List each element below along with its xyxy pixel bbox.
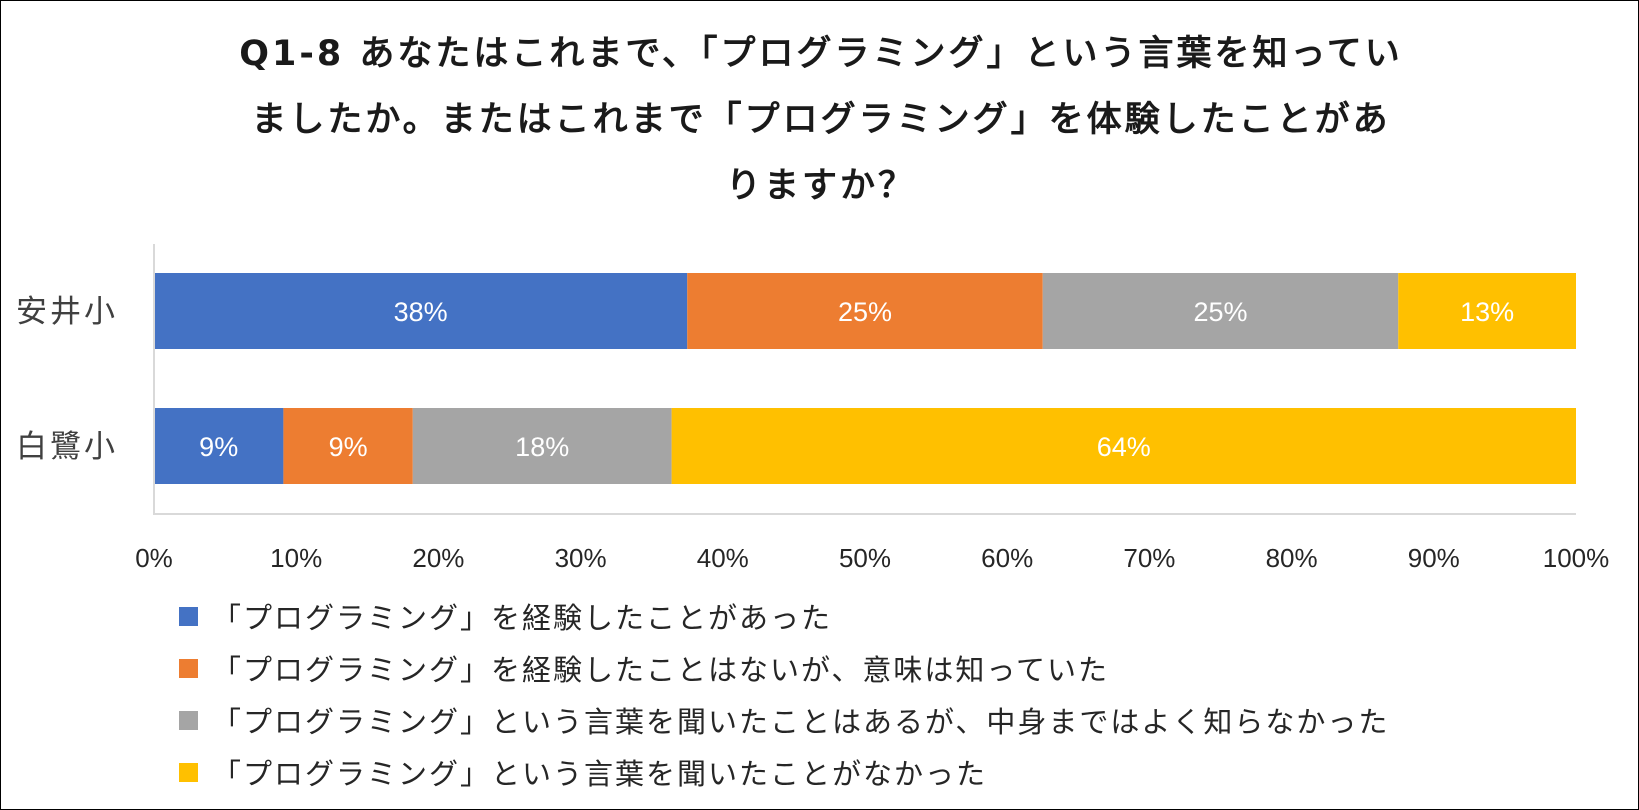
x-tick-label: 0% bbox=[135, 543, 173, 573]
x-tick-labels: 0% 10% 20% 30% 40% 50% 60% 70% 80% 90% 100% bbox=[135, 543, 1609, 573]
data-label: 9% bbox=[329, 432, 368, 462]
data-label: 25% bbox=[1193, 297, 1247, 327]
bar-segment bbox=[671, 408, 1576, 484]
legend-swatch bbox=[179, 710, 198, 730]
x-tick-label: 70% bbox=[1123, 543, 1175, 573]
x-tick-label: 20% bbox=[412, 543, 464, 573]
x-tick-label: 30% bbox=[555, 543, 607, 573]
legend-swatch bbox=[179, 658, 198, 678]
bar-segment bbox=[154, 273, 688, 349]
bar-segment bbox=[283, 408, 413, 484]
bar-segment bbox=[1398, 273, 1576, 349]
data-label: 18% bbox=[515, 432, 569, 462]
bar-segment bbox=[412, 408, 672, 484]
x-tick-label: 90% bbox=[1408, 543, 1460, 573]
data-label: 9% bbox=[199, 432, 238, 462]
title-line-2: ましたか。またはこれまで「プログラミング」を体験したことがあ bbox=[251, 100, 1391, 140]
title-line-1: Q1-8 あなたはこれまで、「プログラミング」という言葉を知ってい bbox=[239, 34, 1403, 74]
legend-label: 「プログラミング」を経験したことはないが、意味は知っていた bbox=[212, 653, 1109, 687]
bar-segment bbox=[154, 408, 284, 484]
legend-label: 「プログラミング」を経験したことがあった bbox=[212, 601, 833, 635]
data-label: 64% bbox=[1097, 432, 1151, 462]
bar-layer: 38% 25% 25% 13% 9% 9% 18% 64% bbox=[154, 273, 1576, 484]
category-label: 安井小 bbox=[16, 294, 118, 330]
x-tick-label: 60% bbox=[981, 543, 1033, 573]
data-label: 25% bbox=[838, 297, 892, 327]
legend-label: 「プログラミング」という言葉を聞いたことはあるが、中身まではよく知らなかった bbox=[212, 705, 1390, 739]
legend-swatch bbox=[179, 762, 198, 782]
legend-swatch bbox=[179, 606, 198, 626]
x-tick-label: 80% bbox=[1266, 543, 1318, 573]
legend-item: 「プログラミング」という言葉を聞いたことがなかった bbox=[179, 746, 1389, 798]
legend-item: 「プログラミング」という言葉を聞いたことはあるが、中身まではよく知らなかった bbox=[179, 694, 1389, 746]
category-label: 白鷺小 bbox=[16, 429, 118, 465]
bar-segment bbox=[1042, 273, 1399, 349]
data-label: 13% bbox=[1460, 297, 1514, 327]
bar-segment bbox=[687, 273, 1043, 349]
x-tick-label: 10% bbox=[270, 543, 322, 573]
x-tick-label: 100% bbox=[1543, 543, 1610, 573]
x-tick-label: 50% bbox=[839, 543, 891, 573]
legend-item: 「プログラミング」を経験したことはないが、意味は知っていた bbox=[179, 642, 1389, 694]
x-tick-label: 40% bbox=[697, 543, 749, 573]
legend: 「プログラミング」を経験したことがあった 「プログラミング」を経験したことはない… bbox=[179, 590, 1389, 798]
title-line-3: りますか？ bbox=[725, 166, 916, 206]
legend-label: 「プログラミング」という言葉を聞いたことがなかった bbox=[212, 757, 988, 791]
legend-item: 「プログラミング」を経験したことがあった bbox=[179, 590, 1389, 642]
data-label: 38% bbox=[394, 297, 448, 327]
chart-title: Q1-8 あなたはこれまで、「プログラミング」という言葉を知ってい ましたか。ま… bbox=[141, 21, 1501, 219]
